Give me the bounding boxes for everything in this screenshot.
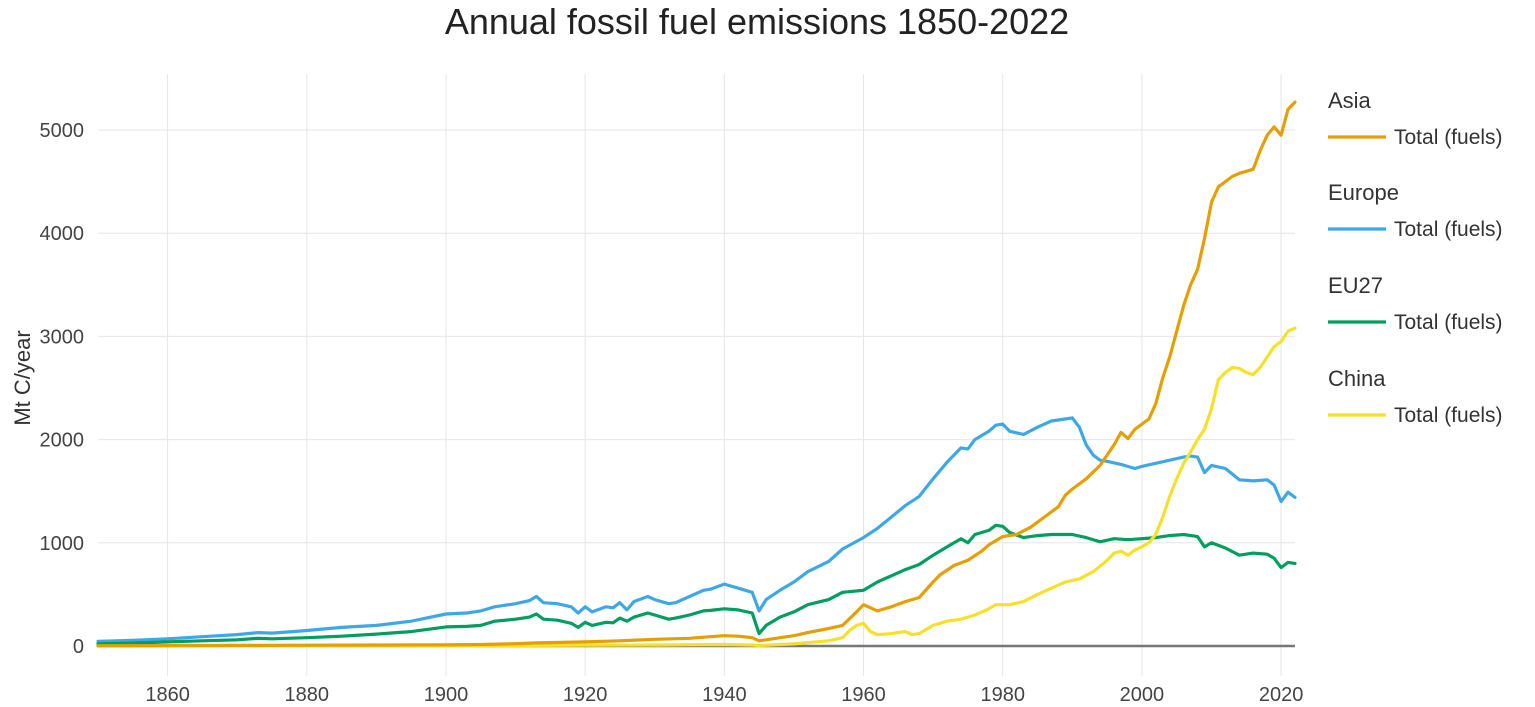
- x-tick-label: 2000: [1120, 684, 1165, 706]
- gridlines: [98, 74, 1295, 676]
- x-tick-label: 1960: [841, 684, 886, 706]
- y-tick-label: 2000: [40, 430, 85, 452]
- y-axis-title: Mt C/year: [10, 330, 35, 425]
- legend-item-asia[interactable]: Asia Total (fuels): [1328, 88, 1503, 149]
- series-line-asia: [96, 100, 1297, 648]
- chart-title: Annual fossil fuel emissions 1850-2022: [445, 1, 1069, 42]
- legend-entry-label: Total (fuels): [1394, 311, 1503, 334]
- legend-item-europe[interactable]: Europe Total (fuels): [1328, 180, 1503, 241]
- legend-entry-label: Total (fuels): [1394, 126, 1503, 149]
- legend-item-eu27[interactable]: EU27 Total (fuels): [1328, 273, 1503, 334]
- y-tick-label: 3000: [40, 326, 85, 348]
- series-line-europe: [96, 416, 1297, 643]
- y-axis-ticks: 0 1000 2000 3000 4000 5000: [40, 120, 85, 658]
- y-tick-label: 5000: [40, 120, 85, 142]
- y-tick-label: 1000: [40, 533, 85, 555]
- x-tick-label: 1880: [285, 684, 330, 706]
- y-tick-label: 4000: [40, 223, 85, 245]
- y-tick-label: 0: [73, 636, 84, 658]
- legend-group-title: EU27: [1328, 273, 1383, 298]
- legend-group-title: Asia: [1328, 88, 1372, 113]
- x-tick-label: 1940: [702, 684, 747, 706]
- x-tick-label: 1980: [980, 684, 1025, 706]
- x-tick-label: 1900: [424, 684, 469, 706]
- x-tick-label: 1920: [563, 684, 608, 706]
- series-line-eu27: [96, 523, 1297, 646]
- legend-group-title: Europe: [1328, 180, 1399, 205]
- x-tick-label: 2020: [1259, 684, 1304, 706]
- series-line-china: [96, 326, 1297, 648]
- legend-group-title: China: [1328, 366, 1386, 391]
- legend-entry-label: Total (fuels): [1394, 404, 1503, 427]
- x-axis-ticks: 1860 1880 1900 1920 1940 1960 1980 2000 2020: [145, 684, 1303, 706]
- x-tick-label: 1860: [145, 684, 190, 706]
- legend-entry-label: Total (fuels): [1394, 218, 1503, 241]
- series-lines: [96, 100, 1297, 648]
- legend-item-china[interactable]: China Total (fuels): [1328, 366, 1503, 427]
